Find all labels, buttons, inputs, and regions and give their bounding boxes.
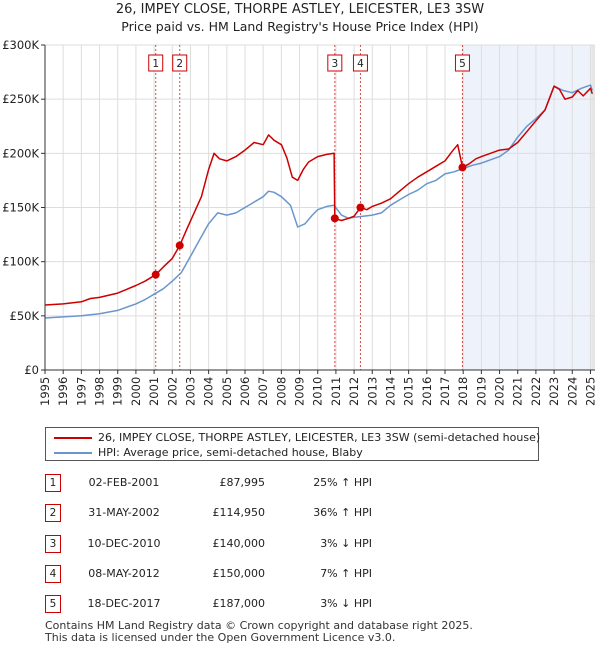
sale-date: 02-FEB-2001 — [88, 476, 160, 489]
sale-price: £87,995 — [219, 476, 266, 489]
x-tick-label: 2019 — [474, 377, 488, 406]
axis-layer — [41, 44, 595, 374]
y-tick-label: £300K — [2, 38, 39, 52]
sale-hpi-change: 3% ↓ HPI — [320, 597, 372, 610]
sale-point — [356, 203, 365, 212]
y-tick-label: £150K — [2, 201, 39, 215]
y-tick-label: £250K — [2, 92, 39, 106]
x-tick-label: 2014 — [383, 377, 397, 406]
sale-hpi-change: 25% ↑ HPI — [313, 476, 372, 489]
sale-date: 08-MAY-2012 — [88, 567, 160, 580]
x-tick-label: 2001 — [147, 377, 161, 406]
x-tick-label: 2022 — [529, 377, 543, 406]
x-tick-label: 2024 — [565, 377, 579, 406]
sale-date: 10-DEC-2010 — [87, 537, 161, 550]
y-tick-label: £200K — [2, 146, 39, 160]
x-tick-label: 2017 — [438, 377, 452, 406]
sale-point — [458, 163, 467, 172]
footer: Contains HM Land Registry data © Crown c… — [45, 620, 473, 644]
x-tick-label: 2025 — [583, 377, 597, 406]
x-tick-label: 2010 — [311, 377, 325, 406]
sale-date: 31-MAY-2002 — [88, 506, 160, 519]
sale-marker-label: 5 — [459, 58, 466, 70]
sale-marker-label: 4 — [357, 58, 364, 70]
x-tick-label: 2013 — [365, 377, 379, 406]
sale-point — [151, 270, 160, 279]
chart-title: 26, IMPEY CLOSE, THORPE ASTLEY, LEICESTE… — [115, 2, 485, 17]
x-tick-label: 1995 — [38, 377, 52, 406]
x-tick-label: 2011 — [329, 377, 343, 406]
sale-date: 18-DEC-2017 — [87, 597, 161, 610]
x-tick-label: 2015 — [402, 377, 416, 406]
sale-point — [330, 214, 339, 223]
sale-marker-box — [148, 54, 164, 72]
y-tick-label: £50K — [10, 309, 40, 323]
sale-number-badge: 1 — [45, 474, 61, 492]
x-tick-label: 2018 — [456, 377, 470, 406]
sale-number-badge: 2 — [45, 504, 61, 522]
x-tick-label: 1997 — [74, 377, 88, 406]
legend-label-property: 26, IMPEY CLOSE, THORPE ASTLEY, LEICESTE… — [98, 431, 541, 444]
table-row: 3 10-DEC-2010 £140,000 3% ↓ HPI — [0, 534, 600, 554]
sale-number-badge: 3 — [45, 535, 61, 553]
x-tick-label: 2004 — [202, 377, 216, 406]
x-tick-label: 2021 — [511, 377, 525, 406]
x-tick-label: 2016 — [420, 377, 434, 406]
x-tick-label: 2020 — [493, 377, 507, 406]
x-tick-label: 2023 — [547, 377, 561, 406]
footer-copyright: Contains HM Land Registry data © Crown c… — [45, 619, 473, 632]
price-chart: 1 2 3 4 5 £0 £50K £100K £150K £200K £250K £300K 1995… — [2, 38, 597, 406]
legend-swatch-property — [54, 437, 92, 439]
x-tick-label: 2009 — [293, 377, 307, 406]
table-row: 5 18-DEC-2017 £187,000 3% ↓ HPI — [0, 594, 600, 614]
sale-hpi-change: 3% ↓ HPI — [320, 537, 372, 550]
sale-marker-box — [352, 54, 368, 72]
sale-hpi-change: 36% ↑ HPI — [313, 506, 372, 519]
sale-marker-label: 1 — [152, 58, 159, 70]
x-tick-label: 2007 — [256, 377, 270, 406]
sale-number-badge: 5 — [45, 595, 61, 613]
legend-item-hpi: HPI: Average price, semi-detached house,… — [54, 445, 363, 460]
sale-price: £140,000 — [212, 537, 266, 550]
x-tick-label: 2005 — [220, 377, 234, 406]
sale-price: £187,000 — [212, 597, 266, 610]
footer-licence: This data is licensed under the Open Gov… — [45, 631, 396, 644]
x-tick-label: 2003 — [183, 377, 197, 406]
sale-hpi-change: 7% ↑ HPI — [320, 567, 372, 580]
label-layer: 1 2 3 4 5 £0 £50K £100K £150K £200K £250K £300K 1995… — [2, 38, 597, 406]
x-tick-label: 2006 — [238, 377, 252, 406]
table-row: 4 08-MAY-2012 £150,000 7% ↑ HPI — [0, 564, 600, 584]
chart-subtitle: Price paid vs. HM Land Registry's House … — [121, 19, 479, 34]
legend-label-hpi: HPI: Average price, semi-detached house,… — [98, 446, 363, 459]
legend-swatch-hpi — [54, 452, 92, 454]
x-tick-label: 2012 — [347, 377, 361, 406]
sale-point — [175, 241, 184, 250]
x-tick-label: 2002 — [165, 377, 179, 406]
table-row: 2 31-MAY-2002 £114,950 36% ↑ HPI — [0, 503, 600, 523]
x-tick-label: 1996 — [56, 377, 70, 406]
x-tick-label: 1999 — [111, 377, 125, 406]
x-tick-label: 2008 — [274, 377, 288, 406]
legend-item-property: 26, IMPEY CLOSE, THORPE ASTLEY, LEICESTE… — [54, 430, 540, 445]
sale-marker-label: 2 — [176, 58, 183, 70]
chart-legend: 26, IMPEY CLOSE, THORPE ASTLEY, LEICESTE… — [45, 427, 540, 461]
x-tick-label: 1998 — [93, 377, 107, 406]
y-tick-label: £0 — [24, 363, 39, 377]
x-tick-label: 2000 — [129, 377, 143, 406]
sale-marker-label: 3 — [331, 58, 338, 70]
sale-marker-box — [172, 54, 188, 72]
sale-marker-box — [327, 54, 343, 72]
point-layer — [151, 163, 467, 279]
y-tick-label: £100K — [2, 255, 39, 269]
sale-marker-box — [454, 54, 470, 72]
sale-number-badge: 4 — [45, 565, 61, 583]
table-row: 1 02-FEB-2001 £87,995 25% ↑ HPI — [0, 473, 600, 493]
sale-price: £150,000 — [212, 567, 266, 580]
sale-price: £114,950 — [212, 506, 266, 519]
